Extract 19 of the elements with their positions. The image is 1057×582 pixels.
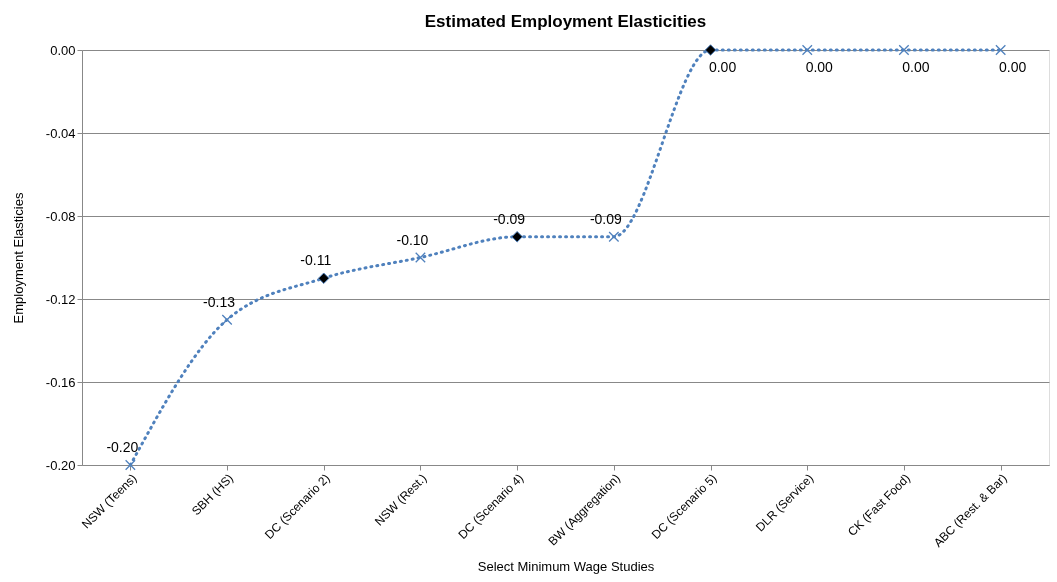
y-tick-label: 0.00 [50,42,76,58]
data-label: -0.09 [589,210,623,227]
data-label: 0.00 [999,59,1027,75]
data-label: 0.00 [805,59,834,75]
data-label: 0.00 [902,59,930,75]
chart-title: Estimated Employment Elasticities [424,11,707,31]
y-tick-label: -0.20 [45,457,76,473]
y-tick-label: -0.12 [45,291,76,307]
y-axis-title: Employment Elasticies [10,192,26,324]
data-label: -0.20 [106,439,139,455]
data-label: -0.09 [493,210,526,227]
y-tick-label: -0.16 [45,374,76,390]
data-label: -0.13 [203,293,236,310]
y-tick-label: -0.08 [45,208,76,224]
data-label: -0.11 [300,252,332,269]
data-label: -0.10 [396,231,429,248]
x-axis-title: Select Minimum Wage Studies [477,559,655,575]
data-label: 0.00 [708,59,737,75]
y-tick-label: -0.04 [45,125,76,141]
